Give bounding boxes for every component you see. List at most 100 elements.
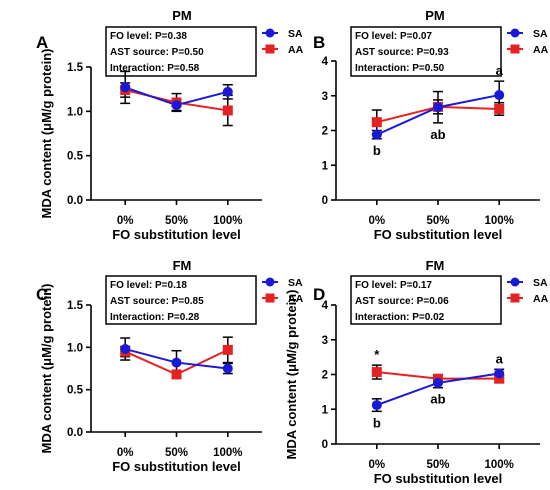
x-tick-label: 100%: [213, 447, 242, 459]
y-tick-label: 1: [322, 404, 329, 416]
y-tick-label: 0: [322, 195, 328, 207]
point-sa: [371, 400, 382, 411]
stats-line: FO level: P=0.17: [355, 280, 432, 291]
x-tick-label: 100%: [484, 215, 513, 227]
stats-box: [105, 275, 257, 325]
significance-label: a: [496, 351, 504, 366]
panel-c: C FM 0.0 0.5 1.0 1.5 0% 50% 100%FO substitution …: [36, 258, 304, 474]
stats-line: Interaction: P=0.58: [110, 63, 200, 74]
panel-title: PM: [172, 8, 192, 23]
point-sa: [371, 129, 382, 140]
x-axis-label: FO substitution level: [374, 227, 503, 242]
legend-label: SA: [288, 277, 303, 289]
significance-label: b: [373, 415, 381, 430]
point-sa: [222, 86, 233, 97]
significance-label: ab: [430, 127, 445, 142]
x-tick-label: 0%: [368, 215, 385, 227]
x-tick-label: 50%: [426, 215, 449, 227]
legend-label: AA: [288, 293, 304, 305]
stats-line: Interaction: P=0.50: [355, 63, 445, 74]
y-tick-label: 1: [322, 160, 329, 172]
panel-b: B PM 0 1 2 3 4 0% 50% 100%FO substitution level FO…: [313, 8, 549, 242]
y-tick-label: 3: [322, 91, 328, 103]
stats-box: [350, 26, 502, 77]
panel-title: FM: [173, 258, 192, 273]
point-sa: [494, 90, 505, 101]
point-sa: [494, 368, 505, 379]
legend-label: SA: [533, 28, 548, 40]
legend-marker: [265, 277, 275, 287]
panel-letter: A: [36, 33, 48, 52]
point-sa: [433, 102, 443, 113]
y-tick-label: 0.5: [67, 151, 84, 163]
point-aa: [371, 367, 382, 378]
y-tick-label: 0: [322, 439, 328, 451]
stats-line: Interaction: P=0.28: [110, 312, 200, 323]
x-tick-label: 50%: [165, 447, 188, 459]
stats-line: AST source: P=0.85: [110, 296, 204, 307]
point-aa: [222, 105, 233, 116]
x-tick-label: 0%: [368, 459, 385, 471]
point-aa: [171, 369, 182, 380]
y-tick-label: 3: [322, 335, 328, 347]
stats-box: [350, 275, 502, 325]
significance-label: ab: [430, 392, 445, 407]
x-axis-label: FO substitution level: [112, 459, 241, 474]
panel-letter: D: [313, 285, 325, 304]
stats-line: AST source: P=0.93: [355, 47, 449, 58]
x-tick-label: 50%: [426, 459, 449, 471]
stats-line: FO level: P=0.18: [110, 280, 187, 291]
panel-d: D FM 0 1 2 3 4 0% 50% 100%FO substitution level MD…: [284, 258, 549, 486]
y-axis-label: MDA content (μM/g protein): [284, 290, 299, 460]
point-sa: [171, 357, 182, 368]
stats-line: Interaction: P=0.02: [355, 312, 445, 323]
legend-marker: [510, 44, 520, 54]
y-axis-label: MDA content (μM/g protein): [39, 284, 54, 454]
y-tick-label: 4: [322, 300, 329, 312]
legend-marker: [265, 293, 275, 303]
x-axis-label: FO substitution level: [112, 227, 241, 242]
legend-label: AA: [533, 293, 549, 305]
legend-marker: [510, 293, 520, 303]
x-tick-label: 50%: [165, 215, 188, 227]
point-aa: [371, 117, 382, 128]
legend-label: AA: [533, 44, 549, 56]
y-tick-label: 2: [322, 370, 328, 382]
legend-label: AA: [288, 44, 304, 56]
point-sa: [120, 82, 131, 93]
stats-line: AST source: P=0.06: [355, 296, 449, 307]
legend-marker: [510, 277, 520, 287]
y-tick-label: 0.0: [67, 195, 83, 207]
significance-label: a: [496, 63, 504, 78]
point-sa: [171, 100, 182, 111]
y-axis-label: MDA content (μM/g protein): [39, 49, 54, 219]
stats-line: FO level: P=0.07: [355, 31, 432, 42]
y-tick-label: 1.5: [67, 62, 84, 74]
y-tick-label: 1.0: [67, 342, 83, 354]
legend-label: SA: [288, 28, 303, 40]
panel-a: A PM 0.0 0.5 1.0 1.5 0% 50% 100%FO substitution …: [36, 8, 304, 242]
point-sa: [433, 377, 443, 388]
point-aa: [222, 344, 233, 355]
panel-title: PM: [425, 8, 445, 23]
panel-title: FM: [426, 258, 445, 273]
significance-label: *: [374, 347, 380, 362]
y-tick-label: 1.0: [67, 106, 83, 118]
legend-marker: [265, 44, 275, 54]
stats-line: AST source: P=0.50: [110, 47, 204, 58]
stats-line: FO level: P=0.38: [110, 31, 187, 42]
significance-label: b: [373, 143, 381, 158]
legend-label: SA: [533, 277, 548, 289]
y-tick-label: 0.0: [67, 427, 83, 439]
x-tick-label: 100%: [213, 215, 242, 227]
x-axis-label: FO substitution level: [374, 471, 503, 486]
y-tick-label: 2: [322, 126, 328, 138]
y-tick-label: 0.5: [67, 385, 84, 397]
x-tick-label: 0%: [117, 215, 134, 227]
legend-marker: [510, 28, 520, 38]
x-tick-label: 100%: [484, 459, 513, 471]
y-tick-label: 1.5: [67, 300, 84, 312]
panel-letter: C: [36, 285, 48, 304]
x-tick-label: 0%: [117, 447, 134, 459]
